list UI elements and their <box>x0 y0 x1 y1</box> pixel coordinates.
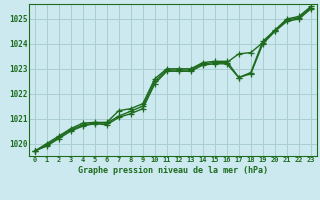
X-axis label: Graphe pression niveau de la mer (hPa): Graphe pression niveau de la mer (hPa) <box>78 166 268 175</box>
